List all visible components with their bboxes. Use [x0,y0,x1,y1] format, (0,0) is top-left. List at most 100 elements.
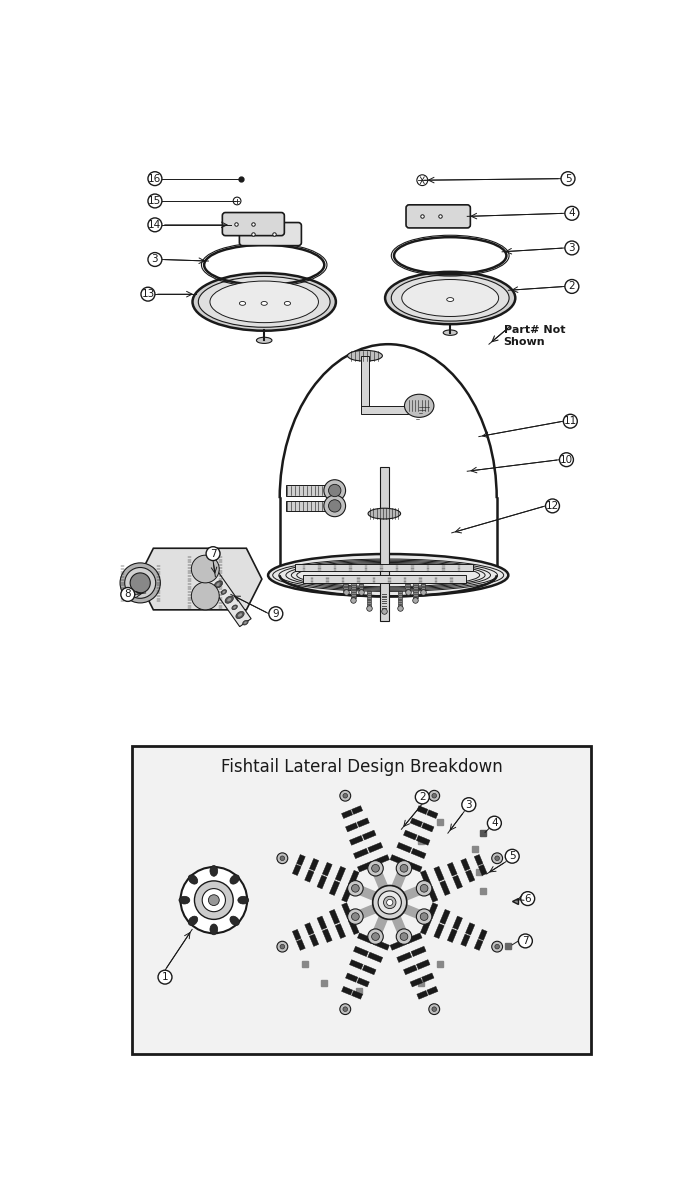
Circle shape [148,218,162,232]
Polygon shape [434,866,444,881]
Circle shape [348,881,363,896]
Circle shape [384,896,396,908]
Polygon shape [293,929,301,941]
Bar [405,575,410,590]
Polygon shape [297,940,305,950]
Bar [361,406,407,414]
Polygon shape [348,870,359,887]
Ellipse shape [238,896,248,904]
Polygon shape [358,862,374,872]
Circle shape [432,1007,437,1012]
Ellipse shape [232,605,237,610]
Polygon shape [354,947,368,956]
Circle shape [400,932,408,941]
Circle shape [280,944,285,949]
Ellipse shape [198,276,330,328]
Polygon shape [427,902,438,919]
FancyBboxPatch shape [223,212,284,235]
Circle shape [564,414,577,428]
Text: 5: 5 [565,174,571,184]
Polygon shape [368,952,383,962]
Polygon shape [397,842,412,853]
Bar [286,500,328,511]
Text: 11: 11 [564,416,577,426]
Circle shape [420,913,428,920]
Polygon shape [342,810,353,818]
Polygon shape [453,916,463,930]
Circle shape [328,485,341,497]
Ellipse shape [216,583,221,586]
Circle shape [269,607,283,620]
Ellipse shape [210,575,216,580]
Circle shape [141,287,155,301]
Ellipse shape [443,330,457,335]
Circle shape [415,790,429,804]
Text: Fishtail Lateral Design Breakdown: Fishtail Lateral Design Breakdown [221,757,503,775]
Text: 6: 6 [524,894,531,904]
Ellipse shape [268,554,508,596]
Circle shape [487,816,501,830]
Polygon shape [427,886,438,902]
Circle shape [495,856,500,860]
Text: 16: 16 [148,174,162,184]
Circle shape [324,480,346,502]
Circle shape [324,496,346,517]
Circle shape [277,853,288,864]
Ellipse shape [233,606,236,608]
Circle shape [429,791,440,802]
Ellipse shape [238,613,242,617]
Ellipse shape [204,565,212,572]
FancyBboxPatch shape [239,222,302,246]
Text: 7: 7 [522,936,528,946]
Ellipse shape [193,272,336,331]
Circle shape [125,568,155,599]
Bar [295,564,473,571]
Polygon shape [403,830,417,840]
Circle shape [429,1003,440,1014]
Circle shape [351,884,359,892]
Polygon shape [349,960,363,970]
Circle shape [351,913,359,920]
Polygon shape [335,924,346,938]
Ellipse shape [230,875,239,884]
Text: 4: 4 [491,818,498,828]
Circle shape [386,899,393,906]
Circle shape [495,944,500,949]
Circle shape [378,890,401,914]
Polygon shape [309,934,318,947]
Polygon shape [351,990,363,1000]
Polygon shape [427,810,438,818]
Polygon shape [416,835,430,845]
Ellipse shape [347,350,382,361]
Circle shape [368,929,384,944]
Bar [358,575,363,590]
Circle shape [416,908,432,924]
Ellipse shape [244,622,247,624]
Text: 9: 9 [272,608,279,619]
Ellipse shape [236,611,244,619]
Bar [367,590,371,606]
Polygon shape [358,932,374,943]
Circle shape [206,547,220,560]
Polygon shape [357,818,370,827]
Ellipse shape [210,865,218,876]
Polygon shape [478,929,487,941]
Circle shape [200,564,211,575]
Polygon shape [342,902,353,919]
Text: 4: 4 [568,209,575,218]
Polygon shape [411,947,426,956]
Circle shape [328,499,341,512]
Circle shape [372,932,379,941]
Polygon shape [411,848,426,859]
Text: 2: 2 [419,792,426,802]
Circle shape [343,793,348,798]
Bar [343,575,348,590]
Circle shape [559,452,573,467]
Polygon shape [342,886,353,902]
Circle shape [191,582,219,610]
Polygon shape [478,864,487,876]
Ellipse shape [210,281,318,323]
Circle shape [396,860,412,876]
Ellipse shape [210,924,218,935]
Text: 3: 3 [466,799,472,810]
